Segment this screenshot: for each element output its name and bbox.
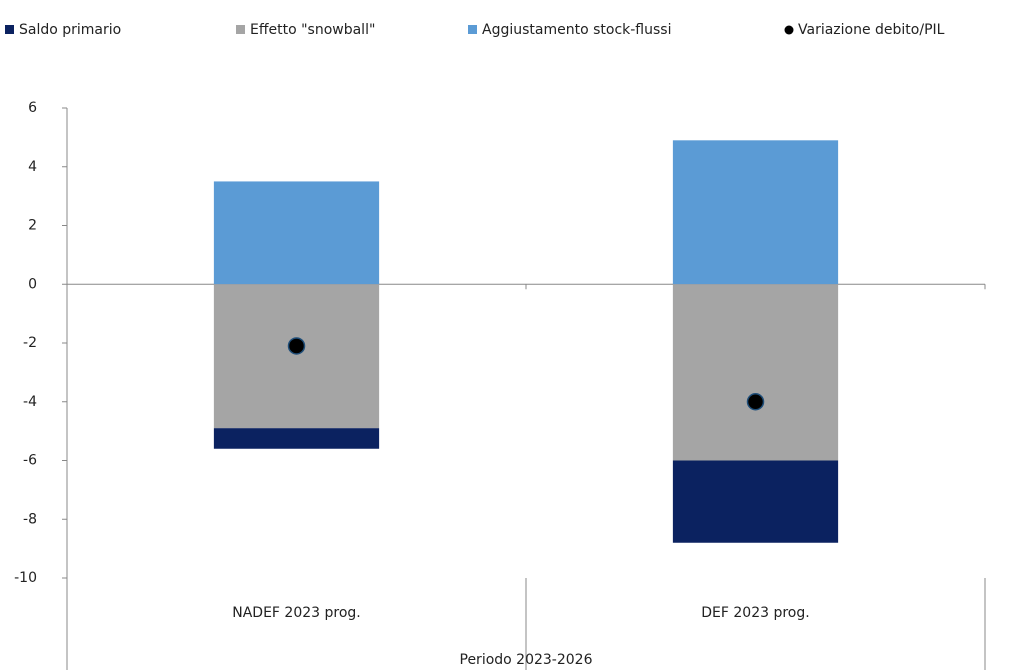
legend-swatch — [5, 25, 14, 34]
dot — [287, 337, 306, 355]
dot — [746, 393, 765, 411]
bar — [672, 460, 839, 543]
legend-swatch — [236, 25, 245, 34]
x-tick-label: NADEF 2023 prog. — [232, 605, 361, 621]
legend-label: Saldo primario — [19, 22, 121, 38]
bar — [672, 284, 839, 461]
y-tick-label: -4 — [23, 394, 37, 410]
y-tick-label: 6 — [28, 100, 37, 116]
legend-marker — [784, 25, 794, 35]
bar — [213, 428, 380, 449]
legend-label: Effetto "snowball" — [250, 22, 375, 38]
bar — [672, 140, 839, 285]
y-tick-label: 2 — [28, 218, 37, 234]
x-tick-label: DEF 2023 prog. — [701, 605, 809, 621]
legend-label: Variazione debito/PIL — [798, 22, 945, 38]
bar — [213, 284, 380, 429]
y-tick-label: -6 — [23, 453, 37, 469]
bar — [213, 181, 380, 285]
y-tick-label: 0 — [28, 276, 37, 292]
x-group-label: Periodo 2023-2026 — [460, 652, 593, 668]
y-tick-label: -2 — [23, 335, 37, 351]
legend-swatch — [468, 25, 477, 34]
y-tick-label: -8 — [23, 511, 37, 527]
y-tick-label: -10 — [14, 570, 37, 586]
legend-label: Aggiustamento stock-flussi — [482, 22, 671, 38]
y-tick-label: 4 — [28, 159, 37, 175]
